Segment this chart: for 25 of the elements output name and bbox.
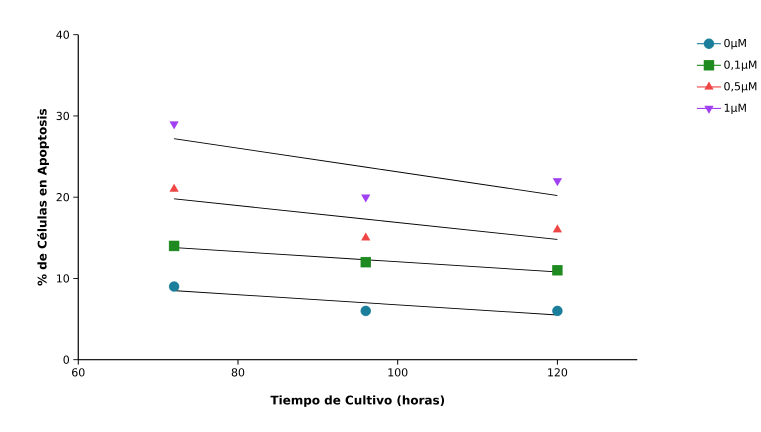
- point: [552, 306, 563, 316]
- legend-label: 0µM: [724, 38, 746, 50]
- y-axis-title: % de Células en Apoptosis: [36, 108, 49, 286]
- y-tick-label: 10: [57, 274, 70, 283]
- point: [168, 281, 180, 292]
- point: [552, 178, 562, 186]
- point: [360, 256, 371, 268]
- point: [168, 240, 180, 252]
- point: [360, 306, 371, 316]
- y-tick-label: 40: [56, 30, 70, 39]
- x-tick-label: 120: [548, 368, 568, 376]
- x-axis-title: Tiempo de Cultivo (horas): [270, 395, 444, 407]
- legend-label: 1µM: [724, 104, 746, 114]
- x-tick-label: 100: [388, 368, 408, 376]
- x-tick-label: 60: [72, 368, 84, 376]
- y-tick-label: 30: [56, 112, 70, 120]
- point: [361, 232, 370, 241]
- y-tick-label: 20: [56, 193, 70, 202]
- legend-label: 0,1µM: [724, 60, 756, 71]
- point: [170, 121, 179, 130]
- point: [361, 194, 370, 202]
- point: [552, 265, 563, 276]
- x-tick-label: 80: [232, 368, 244, 376]
- legend-label: 0,5µM: [724, 82, 756, 93]
- y-tick-label: 0: [63, 356, 70, 364]
